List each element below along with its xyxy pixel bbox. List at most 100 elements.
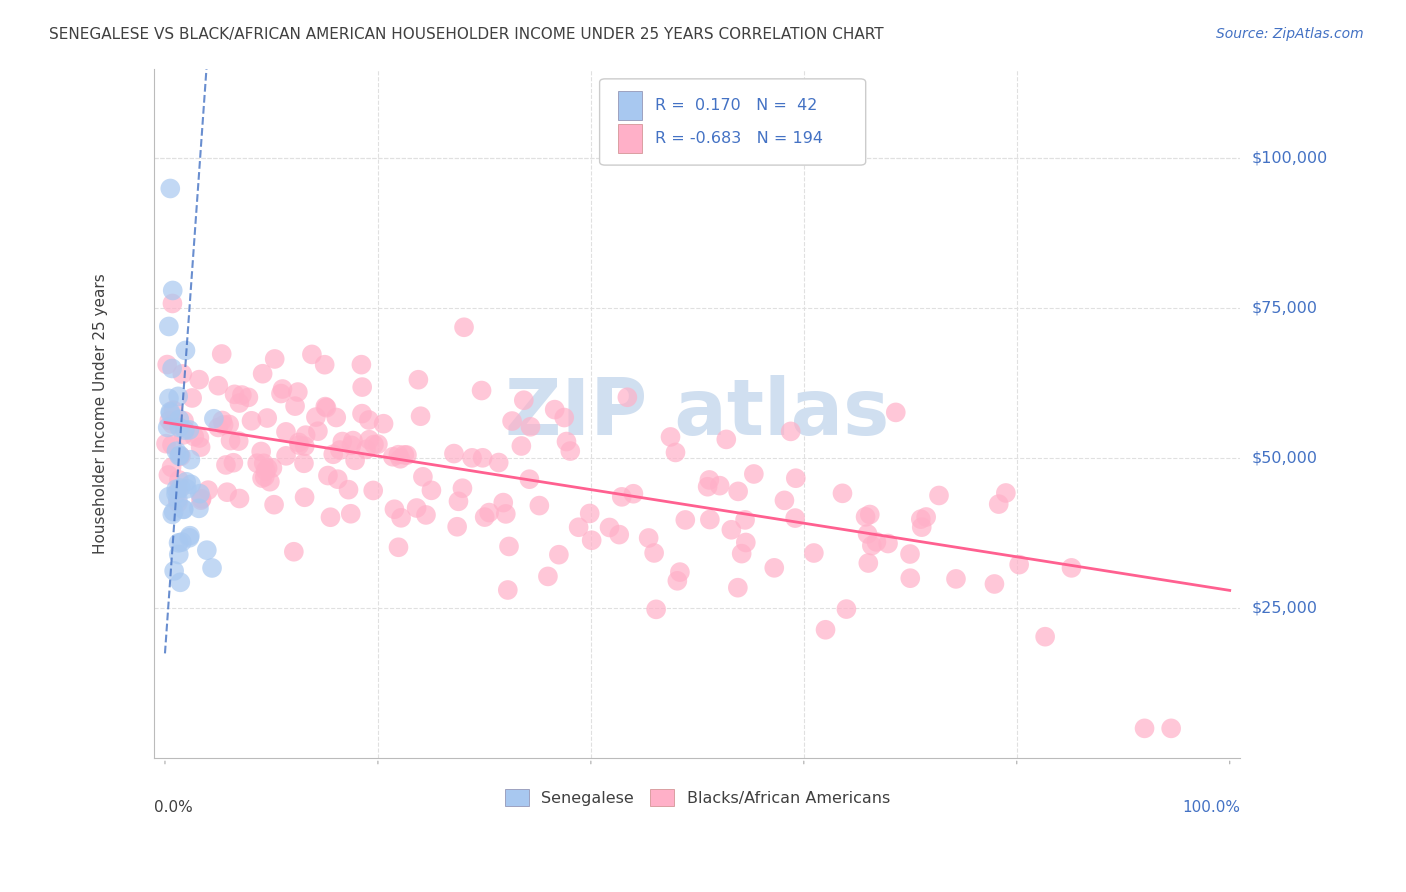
Point xyxy=(167,548,190,562)
Point xyxy=(218,417,240,432)
Point xyxy=(488,456,510,470)
Point xyxy=(1008,558,1031,572)
Point xyxy=(160,460,183,475)
Point xyxy=(169,575,191,590)
Text: $25,000: $25,000 xyxy=(1251,601,1317,615)
Point xyxy=(763,561,786,575)
Point xyxy=(785,511,807,525)
Point xyxy=(342,434,364,448)
Point xyxy=(157,467,180,482)
Point xyxy=(568,520,591,534)
Point xyxy=(301,347,323,361)
Point xyxy=(544,402,567,417)
Point xyxy=(405,501,427,516)
Point xyxy=(157,490,180,504)
Point xyxy=(169,420,191,434)
Point xyxy=(211,347,233,361)
Point xyxy=(367,437,389,451)
Point xyxy=(325,410,347,425)
Point xyxy=(498,540,520,554)
Point xyxy=(501,414,523,428)
Point xyxy=(666,574,689,588)
Point xyxy=(314,400,336,414)
Point xyxy=(623,487,645,501)
Point xyxy=(607,527,630,541)
Point xyxy=(357,413,380,427)
Point xyxy=(190,440,212,454)
Point xyxy=(292,456,315,470)
Point xyxy=(162,284,184,298)
Point xyxy=(884,405,907,419)
Point xyxy=(547,548,569,562)
Point xyxy=(163,564,186,578)
Legend: Senegalese, Blacks/African Americans: Senegalese, Blacks/African Americans xyxy=(498,783,897,813)
Point xyxy=(474,510,496,524)
Point xyxy=(262,461,284,475)
Point xyxy=(159,406,181,420)
Point xyxy=(983,577,1005,591)
Point xyxy=(165,444,187,458)
Point xyxy=(945,572,967,586)
Point xyxy=(322,447,344,461)
Point xyxy=(169,481,191,495)
Point xyxy=(256,411,278,425)
Point xyxy=(696,480,718,494)
Point xyxy=(240,414,263,428)
Point xyxy=(165,487,187,501)
Text: $100,000: $100,000 xyxy=(1251,151,1327,166)
Point xyxy=(637,531,659,545)
Point xyxy=(394,448,416,462)
Point xyxy=(911,520,934,534)
Point xyxy=(215,458,238,472)
Point xyxy=(720,523,742,537)
Point xyxy=(363,437,385,451)
Point xyxy=(315,401,337,415)
Point xyxy=(173,502,195,516)
Point xyxy=(835,602,858,616)
Point xyxy=(443,447,465,461)
Point xyxy=(167,449,190,463)
Point xyxy=(643,546,665,560)
Point xyxy=(699,512,721,526)
Point xyxy=(238,390,260,404)
Point xyxy=(898,571,921,585)
Point xyxy=(340,438,363,452)
Point xyxy=(496,582,519,597)
Point xyxy=(519,472,541,486)
Point xyxy=(446,520,468,534)
Point xyxy=(492,495,515,509)
Point xyxy=(877,536,900,550)
Point xyxy=(197,483,219,498)
Point xyxy=(167,483,190,497)
Point xyxy=(179,452,201,467)
Point xyxy=(395,448,418,462)
Point xyxy=(167,536,190,550)
Point xyxy=(616,390,638,404)
Point xyxy=(831,486,853,500)
Point xyxy=(669,565,692,579)
Point xyxy=(664,445,686,459)
Point xyxy=(252,367,274,381)
Point xyxy=(156,420,179,434)
Point xyxy=(157,392,180,406)
Point xyxy=(263,498,285,512)
Point xyxy=(471,384,494,398)
Point xyxy=(699,473,721,487)
FancyBboxPatch shape xyxy=(599,78,866,165)
Point xyxy=(384,502,406,516)
Point xyxy=(172,428,194,442)
Point xyxy=(231,388,253,402)
Point xyxy=(157,413,180,427)
Point xyxy=(190,493,212,508)
Point xyxy=(860,539,883,553)
Point xyxy=(453,320,475,334)
Point xyxy=(461,450,484,465)
Point xyxy=(412,470,434,484)
Point xyxy=(610,490,633,504)
Point xyxy=(537,569,560,583)
Point xyxy=(156,358,179,372)
Point xyxy=(354,442,377,457)
Point xyxy=(201,561,224,575)
Point xyxy=(167,389,190,403)
Point xyxy=(519,419,541,434)
